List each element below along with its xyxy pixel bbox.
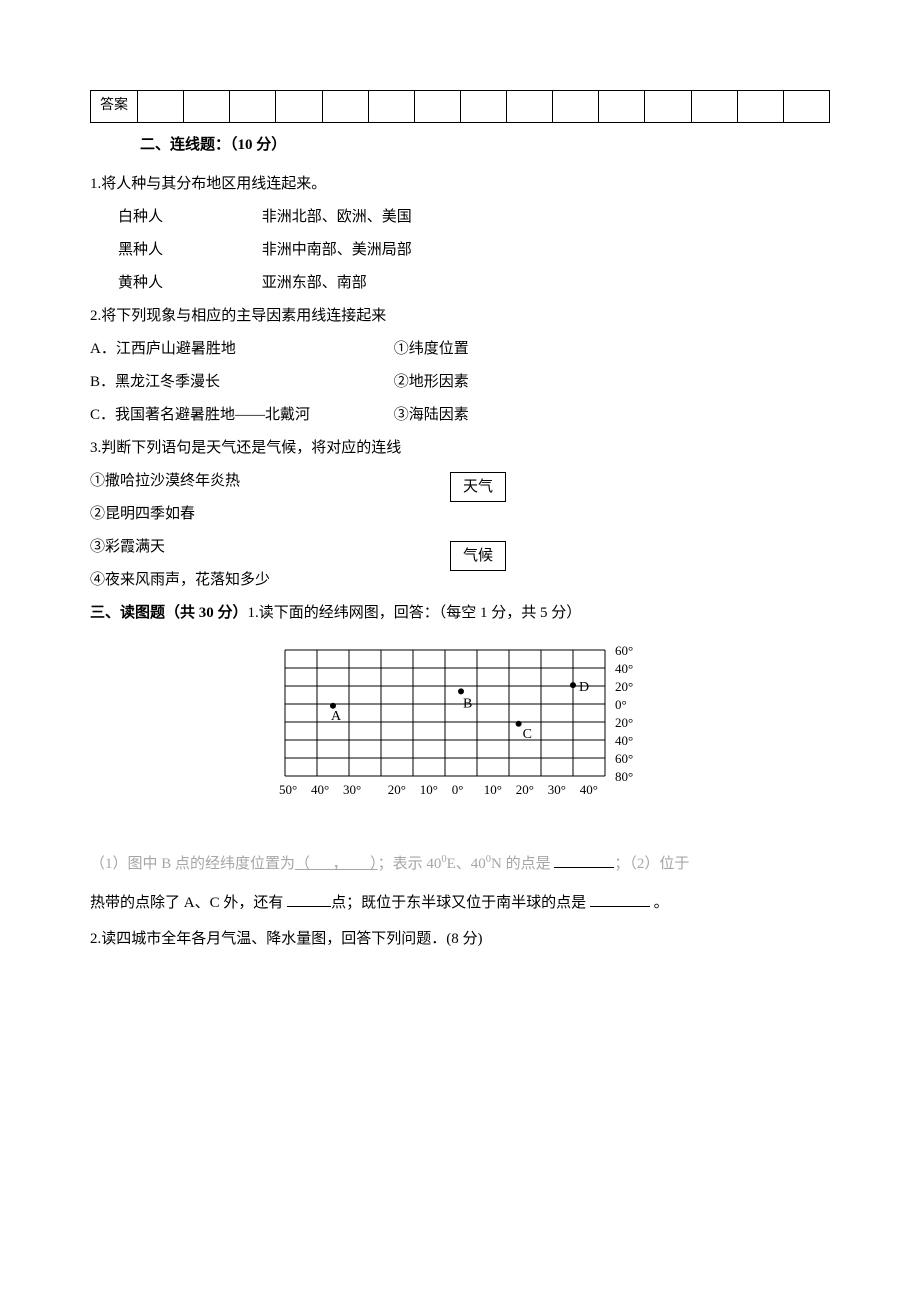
blank-field [554, 852, 614, 868]
svg-text:20°: 20° [388, 782, 406, 797]
svg-text:0°: 0° [452, 782, 464, 797]
svg-text:B: B [463, 696, 472, 711]
svg-text:D: D [579, 680, 589, 695]
list-item: C．我国著名避暑胜地——北戴河 ③海陆因素 [90, 399, 830, 432]
svg-text:10°: 10° [420, 782, 438, 797]
comma: ， [333, 856, 348, 872]
tail-c: N 的点是 [491, 856, 554, 872]
svg-text:20°: 20° [615, 715, 633, 730]
svg-text:20°: 20° [516, 782, 534, 797]
list-item: 黄种人 亚洲东部、南部 [90, 267, 830, 300]
factor-right: ③海陆因素 [394, 407, 469, 423]
race-left: 白种人 [118, 201, 258, 234]
list-item: B．黑龙江冬季漫长 ②地形因素 [90, 366, 830, 399]
answer-cell [138, 91, 184, 123]
list-item: ④夜来风雨声，花落知多少 [90, 564, 450, 597]
answer-cell [599, 91, 645, 123]
answer-cell [368, 91, 414, 123]
weather-box: 天气 [450, 472, 506, 502]
s2-q2-stem: 2.将下列现象与相应的主导因素用线连接起来 [90, 300, 830, 333]
underline-blank: （ ， ） [295, 856, 378, 872]
race-right: 非洲北部、欧洲、美国 [262, 209, 412, 225]
tail-b: E、40 [447, 856, 486, 872]
paren-close: ） [370, 856, 378, 872]
section2-title: 二、连线题：（10 分） [140, 129, 830, 162]
section3-title-lead: 三、读图题（共 30 分） [90, 605, 248, 621]
s2-q1-stem: 1.将人种与其分布地区用线连起来。 [90, 168, 830, 201]
answer-cell [460, 91, 506, 123]
s2-q1-pairs: 白种人 非洲北部、欧洲、美国 黑种人 非洲中南部、美洲局部 黄种人 亚洲东部、南… [90, 201, 830, 300]
part2-lead: ；（2）位于 [614, 856, 689, 872]
svg-text:80°: 80° [615, 769, 633, 784]
list-item: 白种人 非洲北部、欧洲、美国 [90, 201, 830, 234]
answer-cell [737, 91, 783, 123]
list-item: ③彩霞满天 [90, 531, 450, 564]
svg-text:30°: 30° [343, 782, 361, 797]
table-row: 答案 [91, 91, 830, 123]
list-item: ①撒哈拉沙漠终年炎热 [90, 465, 450, 498]
answer-cell [691, 91, 737, 123]
page-root: 答案 二、连线题：（10 分） 1.将人种与其分布地区用线连起来。 白种人 非洲… [0, 0, 920, 1302]
factor-right: ①纬度位置 [394, 341, 469, 357]
part2-b: 点；既位于东半球又位于南半球的点是 [331, 895, 590, 911]
svg-text:60°: 60° [615, 751, 633, 766]
s2-q3-block: ①撒哈拉沙漠终年炎热 ②昆明四季如春 ③彩霞满天 ④夜来风雨声，花落知多少 天气… [90, 465, 830, 597]
svg-text:C: C [523, 727, 532, 742]
list-item: A．江西庐山避暑胜地 ①纬度位置 [90, 333, 830, 366]
svg-text:50°: 50° [279, 782, 297, 797]
factor-left: C．我国著名避暑胜地——北戴河 [90, 399, 390, 432]
section3-header: 三、读图题（共 30 分）1.读下面的经纬网图，回答：（每空 1 分，共 5 分… [90, 597, 830, 630]
factor-right: ②地形因素 [394, 374, 469, 390]
factor-left: B．黑龙江冬季漫长 [90, 366, 390, 399]
answer-table: 答案 [90, 90, 830, 123]
latlon-grid-wrap: 60° 40° 20° 0° 20° 40° 60° 80° 50° 40° 30° 20° 10° 0°… [90, 636, 830, 839]
race-right: 亚洲东部、南部 [262, 275, 367, 291]
svg-text:10°: 10° [484, 782, 502, 797]
answer-cell [414, 91, 460, 123]
answer-cell [553, 91, 599, 123]
answer-cell [276, 91, 322, 123]
sub-lead: （1）图中 B 点的经纬度位置为 [90, 856, 295, 872]
race-left: 黑种人 [118, 234, 258, 267]
answer-cell [322, 91, 368, 123]
s3-q1-sub1: （1）图中 B 点的经纬度位置为（ ， ）；表示 400E、400N 的点是 ；… [90, 845, 830, 884]
race-right: 非洲中南部、美洲局部 [262, 242, 412, 258]
svg-text:0°: 0° [615, 697, 627, 712]
svg-text:40°: 40° [615, 733, 633, 748]
s2-q3-stem: 3.判断下列语句是天气还是气候，将对应的连线 [90, 432, 830, 465]
svg-text:40°: 40° [311, 782, 329, 797]
blank-field [590, 891, 650, 907]
answer-cell [645, 91, 691, 123]
latlon-grid: 60° 40° 20° 0° 20° 40° 60° 80° 50° 40° 30° 20° 10° 0°… [255, 636, 665, 826]
list-item: 黑种人 非洲中南部、美洲局部 [90, 234, 830, 267]
part2-a: 热带的点除了 A、C 外，还有 [90, 895, 287, 911]
svg-text:40°: 40° [615, 661, 633, 676]
svg-text:20°: 20° [615, 679, 633, 694]
s2-q3-right: 天气 气候 [450, 465, 830, 597]
answer-label-cell: 答案 [91, 91, 138, 123]
list-item: ②昆明四季如春 [90, 498, 450, 531]
answer-cell [184, 91, 230, 123]
blank-field [287, 891, 331, 907]
paren-open: （ [295, 856, 310, 872]
s3-q1-stem: 1.读下面的经纬网图，回答：（每空 1 分，共 5 分） [248, 605, 582, 621]
answer-label: 答案 [100, 98, 128, 113]
tail-a: ；表示 40 [378, 856, 442, 872]
s3-q2-stem: 2.读四城市全年各月气温、降水量图，回答下列问题．(8 分) [90, 923, 830, 956]
svg-text:30°: 30° [548, 782, 566, 797]
race-left: 黄种人 [118, 267, 258, 300]
s2-q3-left: ①撒哈拉沙漠终年炎热 ②昆明四季如春 ③彩霞满天 ④夜来风雨声，花落知多少 [90, 465, 450, 597]
svg-text:60°: 60° [615, 643, 633, 658]
answer-cell [507, 91, 553, 123]
factor-left: A．江西庐山避暑胜地 [90, 333, 390, 366]
svg-text:A: A [331, 709, 342, 724]
answer-cell [230, 91, 276, 123]
svg-text:40°: 40° [580, 782, 598, 797]
period: 。 [650, 895, 669, 911]
s3-q1-sub2: 热带的点除了 A、C 外，还有 点；既位于东半球又位于南半球的点是 。 [90, 884, 830, 923]
answer-cell [783, 91, 829, 123]
climate-box: 气候 [450, 541, 506, 571]
